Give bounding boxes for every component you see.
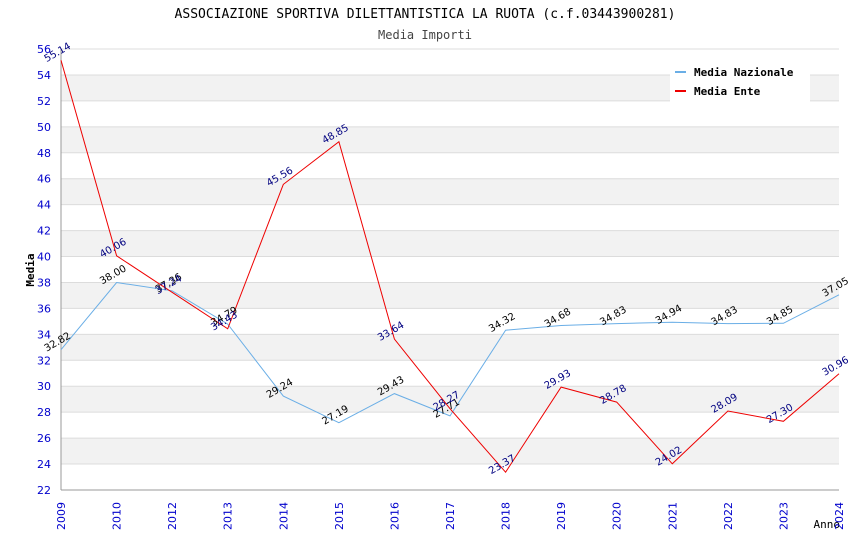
y-tick-label: 56: [37, 43, 51, 56]
y-tick-label: 36: [37, 302, 51, 315]
x-tick-label: 2019: [555, 502, 568, 530]
y-tick-label: 30: [37, 380, 51, 393]
legend-label: Media Nazionale: [694, 66, 794, 79]
y-tick-label: 48: [37, 147, 51, 160]
x-tick-label: 2015: [333, 502, 346, 530]
x-tick-label: 2017: [444, 502, 457, 530]
y-tick-label: 42: [37, 225, 51, 238]
y-tick-label: 38: [37, 276, 51, 289]
grid-band: [61, 178, 839, 205]
y-tick-label: 46: [37, 173, 51, 186]
grid-band: [61, 386, 839, 413]
x-tick-label: 2009: [55, 502, 68, 530]
legend: Media Nazionale Media Ente: [670, 62, 810, 102]
y-tick-label: 28: [37, 406, 51, 419]
y-tick-labels: 22 24 26 28 30 32 34 36 38 40 42 44 46 48 50 52 54 56: [37, 43, 51, 497]
chart-subtitle: Media Importi: [378, 28, 472, 42]
series-line: [60, 281, 840, 424]
x-tick-label: 2013: [222, 502, 235, 530]
x-tick-labels: 2009 2010 2012 2013 2014 2015 2016 2017 2018 2019…: [55, 502, 846, 530]
x-tick-label: 2024: [833, 502, 846, 530]
x-tick-label: 2023: [777, 502, 790, 530]
legend-label: Media Ente: [694, 85, 761, 98]
y-tick-label: 26: [37, 432, 51, 445]
grid-band: [61, 230, 839, 257]
y-axis-label: Media: [24, 253, 37, 286]
y-tick-label: 40: [37, 251, 51, 264]
y-tick-label: 32: [37, 354, 51, 367]
y-tick-label: 24: [37, 458, 51, 471]
series-lines: [60, 60, 840, 474]
x-tick-label: 2021: [666, 502, 679, 530]
grid-bands: [61, 74, 839, 465]
data-label: 34.68: [543, 306, 573, 330]
series-line: [60, 60, 840, 474]
x-tick-label: 2018: [500, 502, 513, 530]
x-tick-label: 2010: [111, 502, 124, 530]
chart-title: ASSOCIAZIONE SPORTIVA DILETTANTISTICA LA…: [175, 7, 676, 22]
x-tick-label: 2014: [277, 502, 290, 530]
y-tick-label: 44: [37, 199, 51, 212]
y-tick-label: 54: [37, 69, 51, 82]
grid-band: [61, 334, 839, 361]
y-tick-label: 50: [37, 121, 51, 134]
grid-lines: [60, 48, 839, 491]
data-label: 34.32: [487, 311, 517, 335]
legend-box: [670, 62, 810, 102]
y-tick-label: 22: [37, 484, 51, 497]
x-tick-label: 2022: [722, 502, 735, 530]
x-tick-label: 2012: [166, 502, 179, 530]
grid-band: [61, 126, 839, 153]
grid-band: [61, 438, 839, 465]
x-tick-label: 2020: [611, 502, 624, 530]
x-tick-label: 2016: [388, 502, 401, 530]
y-tick-label: 34: [37, 328, 51, 341]
y-tick-label: 52: [37, 95, 51, 108]
x-axis-label: Anno: [814, 518, 841, 531]
